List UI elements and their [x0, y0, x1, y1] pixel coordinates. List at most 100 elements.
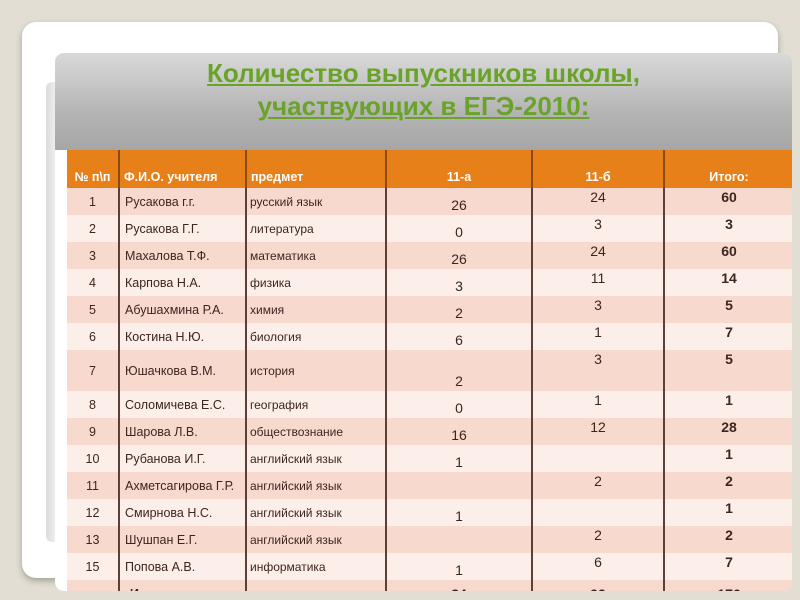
table-header-row: № п\п Ф.И.О. учителя предмет 11-а 11-б И… [67, 150, 792, 188]
column-header-subject: предмет [246, 150, 387, 188]
cell-subject: английский язык [246, 472, 387, 499]
cell-total-count: 60 [664, 242, 792, 269]
table-row: 15 Попова А.В. информатика 1 6 7 [67, 553, 792, 580]
cell-grand-total: 176 [664, 580, 792, 591]
cell-class-a-count: 16 [386, 418, 533, 445]
table-total-row: Итого: 8492176 [67, 580, 792, 591]
graduates-table: № п\п Ф.И.О. учителя предмет 11-а 11-б И… [67, 150, 792, 591]
cell-class-b-count: 3 [532, 350, 665, 391]
cell-class-a-count [386, 526, 533, 553]
table-row: 7 Юшачкова В.М. история 2 3 5 [67, 350, 792, 391]
cell-subject: химия [246, 296, 387, 323]
cell-class-a-count: 0 [386, 391, 533, 418]
cell-total-count: 2 [664, 472, 792, 499]
table-row: 1 Русакова г.г. русский язык 26 24 60 [67, 188, 792, 215]
table-row: 4 Карпова Н.А. физика 3 11 14 [67, 269, 792, 296]
cell-row-number: 3 [67, 242, 120, 269]
table-row: 11 Ахметсагирова Г.Р. английский язык 2 2 [67, 472, 792, 499]
cell-teacher-name: Шарова Л.В. [119, 418, 247, 445]
page-title: Количество выпускников школы, участвующи… [55, 57, 792, 124]
cell-teacher-name: Юшачкова В.М. [119, 350, 247, 391]
cell-row-number: 4 [67, 269, 120, 296]
cell-subject: английский язык [246, 499, 387, 526]
cell-row-number: 12 [67, 499, 120, 526]
cell-class-b-count [532, 499, 665, 526]
table-row: 8 Соломичева Е.С. география 0 1 1 [67, 391, 792, 418]
cell-total-count: 60 [664, 188, 792, 215]
table-row: 9 Шарова Л.В. обществознание 16 12 28 [67, 418, 792, 445]
cell-subject: английский язык [246, 526, 387, 553]
page-title-line-2: участвующих в ЕГЭ-2010: [257, 91, 590, 122]
cell-class-b-count [532, 445, 665, 472]
cell-total-count: 5 [664, 350, 792, 391]
cell-total-count: 7 [664, 323, 792, 350]
table-row: 3 Махалова Т.Ф. математика 26 24 60 [67, 242, 792, 269]
cell-total-row-label: Итого: [119, 580, 247, 591]
cell-class-a-count: 1 [386, 499, 533, 526]
cell-subject: информатика [246, 553, 387, 580]
cell-teacher-name: Смирнова Н.С. [119, 499, 247, 526]
column-header-teacher: Ф.И.О. учителя [119, 150, 247, 188]
table-body: 1 Русакова г.г. русский язык 26 24 60 2 Русаков… [67, 188, 792, 591]
table-row: 2 Русакова Г.Г. литература 0 3 3 [67, 215, 792, 242]
cell-class-b-count: 1 [532, 323, 665, 350]
cell-class-b-count: 3 [532, 296, 665, 323]
cell-total-count: 14 [664, 269, 792, 296]
slide-surface: Количество выпускников школы, участвующи… [55, 53, 792, 591]
column-header-total: Итого: [664, 150, 792, 188]
cell-row-number: 6 [67, 323, 120, 350]
cell-class-a-count: 3 [386, 269, 533, 296]
cell-class-a-count: 26 [386, 242, 533, 269]
slide-card: Количество выпускников школы, участвующи… [22, 22, 792, 591]
cell-teacher-name: Русакова Г.Г. [119, 215, 247, 242]
cell-class-b-count: 3 [532, 215, 665, 242]
cell-teacher-name: Русакова г.г. [119, 188, 247, 215]
cell-class-b-count: 1 [532, 391, 665, 418]
table-row: 12 Смирнова Н.С. английский язык 1 1 [67, 499, 792, 526]
page-title-line-1: Количество выпускников школы, [207, 58, 640, 88]
cell-total-count: 3 [664, 215, 792, 242]
table-header: № п\п Ф.И.О. учителя предмет 11-а 11-б И… [67, 150, 792, 188]
cell-row-number: 2 [67, 215, 120, 242]
cell-class-b-count: 11 [532, 269, 665, 296]
cell-class-b-count: 24 [532, 242, 665, 269]
cell-total-count: 2 [664, 526, 792, 553]
cell-total-count: 5 [664, 296, 792, 323]
cell-subject: физика [246, 269, 387, 296]
cell-total-row-number [67, 580, 120, 591]
cell-teacher-name: Абушахмина Р.А. [119, 296, 247, 323]
cell-class-a-count: 2 [386, 350, 533, 391]
cell-total-count: 1 [664, 391, 792, 418]
table-row: 5 Абушахмина Р.А. химия 2 3 5 [67, 296, 792, 323]
cell-subject: обществознание [246, 418, 387, 445]
cell-subject: литература [246, 215, 387, 242]
cell-row-number: 13 [67, 526, 120, 553]
cell-teacher-name: Попова А.В. [119, 553, 247, 580]
cell-row-number: 5 [67, 296, 120, 323]
cell-teacher-name: Рубанова И.Г. [119, 445, 247, 472]
cell-total-count: 1 [664, 499, 792, 526]
cell-row-number: 8 [67, 391, 120, 418]
cell-class-b-count: 6 [532, 553, 665, 580]
cell-total-class-b: 92 [532, 580, 665, 591]
cell-row-number: 15 [67, 553, 120, 580]
cell-total-class-a: 84 [386, 580, 533, 591]
cell-teacher-name: Шушпан Е.Г. [119, 526, 247, 553]
cell-class-a-count: 0 [386, 215, 533, 242]
title-band: Количество выпускников школы, участвующи… [55, 53, 792, 150]
cell-teacher-name: Ахметсагирова Г.Р. [119, 472, 247, 499]
cell-class-b-count: 24 [532, 188, 665, 215]
cell-class-a-count [386, 472, 533, 499]
cell-row-number: 1 [67, 188, 120, 215]
table-row: 13 Шушпан Е.Г. английский язык 2 2 [67, 526, 792, 553]
table-row: 10 Рубанова И.Г. английский язык 1 1 [67, 445, 792, 472]
column-header-number: № п\п [67, 150, 120, 188]
cell-class-b-count: 2 [532, 526, 665, 553]
cell-class-a-count: 1 [386, 445, 533, 472]
cell-subject: биология [246, 323, 387, 350]
cell-total-count: 28 [664, 418, 792, 445]
cell-subject: история [246, 350, 387, 391]
cell-class-a-count: 1 [386, 553, 533, 580]
cell-class-a-count: 26 [386, 188, 533, 215]
cell-teacher-name: Махалова Т.Ф. [119, 242, 247, 269]
